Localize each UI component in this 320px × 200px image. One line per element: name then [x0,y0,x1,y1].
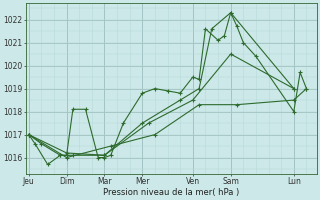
X-axis label: Pression niveau de la mer( hPa ): Pression niveau de la mer( hPa ) [103,188,239,197]
